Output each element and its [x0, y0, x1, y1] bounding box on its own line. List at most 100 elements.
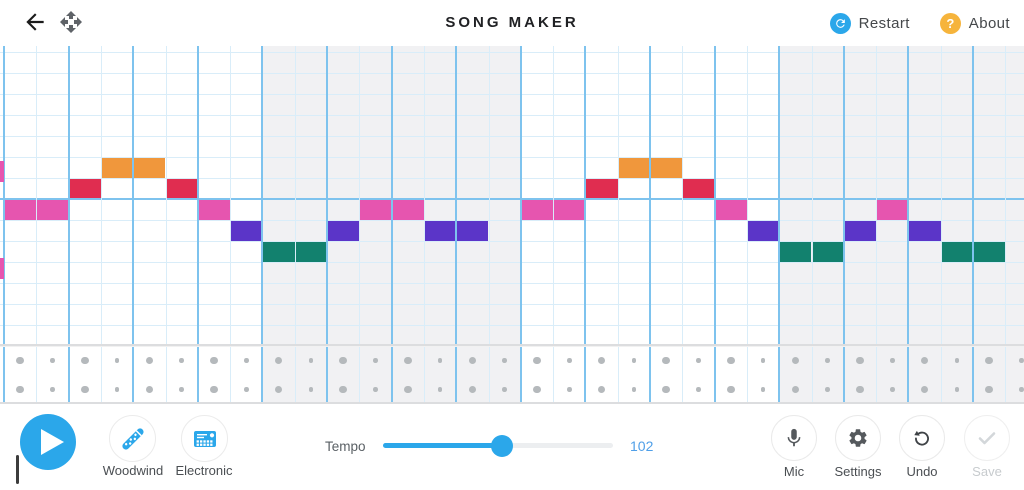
note-block[interactable] [391, 199, 424, 220]
note-block[interactable] [940, 241, 973, 262]
percussion-cell-dot[interactable] [403, 356, 412, 365]
note-block[interactable] [4, 199, 37, 220]
percussion-cell-dot[interactable] [631, 387, 637, 392]
percussion-cell-dot[interactable] [16, 385, 24, 394]
percussion-cell-dot[interactable] [533, 356, 541, 365]
percussion-cell-dot[interactable] [696, 358, 701, 363]
vertical-scrollbar-thumb[interactable] [16, 455, 19, 484]
percussion-cell-dot[interactable] [145, 385, 154, 394]
percussion-cell-dot[interactable] [791, 356, 800, 365]
melody-instrument-button[interactable] [109, 415, 156, 462]
percussion-cell-dot[interactable] [662, 385, 670, 394]
percussion-cell-dot[interactable] [533, 385, 541, 394]
restart-button[interactable]: Restart [829, 12, 910, 34]
percussion-cell-dot[interactable] [274, 356, 283, 365]
percussion-cell-dot[interactable] [373, 387, 378, 392]
percussion-cell-dot[interactable] [243, 387, 249, 392]
percussion-cell-dot[interactable] [566, 358, 572, 363]
note-block[interactable] [327, 220, 360, 241]
percussion-cell-dot[interactable] [437, 387, 443, 392]
percussion-cell-dot[interactable] [696, 387, 701, 392]
percussion-cell-dot[interactable] [243, 358, 249, 363]
percussion-cell-dot[interactable] [437, 358, 443, 363]
note-block[interactable] [843, 220, 877, 241]
percussion-cell-dot[interactable] [631, 358, 637, 363]
percussion-cell-dot[interactable] [50, 358, 55, 363]
percussion-cell-dot[interactable] [339, 356, 347, 365]
note-block[interactable] [811, 241, 844, 262]
percussion-cell-dot[interactable] [308, 387, 314, 392]
percussion-cell-dot[interactable] [210, 385, 218, 394]
percussion-cell-dot[interactable] [179, 358, 184, 363]
percussion-cell-dot[interactable] [597, 356, 606, 365]
note-block[interactable] [779, 241, 812, 262]
note-block[interactable] [617, 157, 650, 178]
percussion-cell-dot[interactable] [468, 385, 477, 394]
settings-button[interactable] [835, 414, 881, 461]
percussion-cell-dot[interactable] [80, 356, 89, 365]
percussion-cell-dot[interactable] [760, 358, 766, 363]
note-block[interactable] [585, 178, 618, 199]
song-grid[interactable] [0, 46, 1024, 404]
note-block[interactable] [876, 199, 909, 220]
note-block[interactable] [68, 178, 101, 199]
percussion-cell-dot[interactable] [145, 356, 154, 365]
rhythm-instrument-button[interactable] [181, 415, 228, 462]
percussion-cell-dot[interactable] [662, 356, 670, 365]
note-block[interactable] [682, 178, 715, 199]
percussion-cell-dot[interactable] [566, 387, 572, 392]
percussion-cell-dot[interactable] [985, 356, 993, 365]
note-block[interactable] [908, 220, 941, 241]
percussion-cell-dot[interactable] [825, 358, 830, 363]
note-block[interactable] [294, 241, 327, 262]
percussion-cell-dot[interactable] [954, 358, 960, 363]
percussion-cell-dot[interactable] [726, 356, 735, 365]
percussion-cell-dot[interactable] [985, 385, 993, 394]
move-tool-button[interactable] [59, 10, 83, 34]
percussion-cell-dot[interactable] [825, 387, 830, 392]
percussion-cell-dot[interactable] [114, 387, 120, 392]
tempo-slider[interactable] [383, 434, 613, 457]
note-block[interactable] [36, 199, 69, 220]
percussion-cell-dot[interactable] [308, 358, 314, 363]
percussion-cell-dot[interactable] [210, 356, 218, 365]
percussion-cell-dot[interactable] [597, 385, 606, 394]
play-button[interactable] [20, 414, 76, 470]
note-block[interactable] [133, 157, 166, 178]
percussion-cell-dot[interactable] [403, 385, 412, 394]
note-block[interactable] [230, 220, 263, 241]
percussion-cell-dot[interactable] [502, 387, 507, 392]
percussion-cell-dot[interactable] [80, 385, 89, 394]
percussion-cell-dot[interactable] [339, 385, 347, 394]
percussion-cell-dot[interactable] [889, 358, 895, 363]
note-block[interactable] [456, 220, 489, 241]
note-block[interactable] [973, 241, 1006, 262]
percussion-cell-dot[interactable] [889, 387, 895, 392]
note-block[interactable] [262, 241, 295, 262]
percussion-cell-dot[interactable] [726, 385, 735, 394]
percussion-cell-dot[interactable] [274, 385, 283, 394]
percussion-cell-dot[interactable] [856, 385, 864, 394]
note-block[interactable] [100, 157, 134, 178]
percussion-cell-dot[interactable] [954, 387, 960, 392]
percussion-cell-dot[interactable] [16, 356, 24, 365]
about-button[interactable]: ? About [939, 12, 1010, 34]
percussion-cell-dot[interactable] [920, 385, 929, 394]
tempo-slider-thumb[interactable] [491, 434, 513, 457]
undo-button[interactable] [899, 414, 945, 461]
percussion-cell-dot[interactable] [179, 387, 184, 392]
percussion-cell-dot[interactable] [760, 387, 766, 392]
tempo-value[interactable]: 102 [630, 438, 654, 454]
note-block[interactable] [650, 157, 683, 178]
note-block[interactable] [553, 199, 586, 220]
save-button[interactable] [964, 414, 1010, 461]
note-block[interactable] [359, 199, 392, 220]
note-block[interactable] [520, 199, 554, 220]
percussion-cell-dot[interactable] [791, 385, 800, 394]
percussion-cell-dot[interactable] [920, 356, 929, 365]
percussion-cell-dot[interactable] [502, 358, 507, 363]
mic-button[interactable] [771, 414, 817, 461]
note-block[interactable] [165, 178, 198, 199]
note-block[interactable] [197, 199, 231, 220]
percussion-cell-dot[interactable] [1019, 358, 1024, 363]
